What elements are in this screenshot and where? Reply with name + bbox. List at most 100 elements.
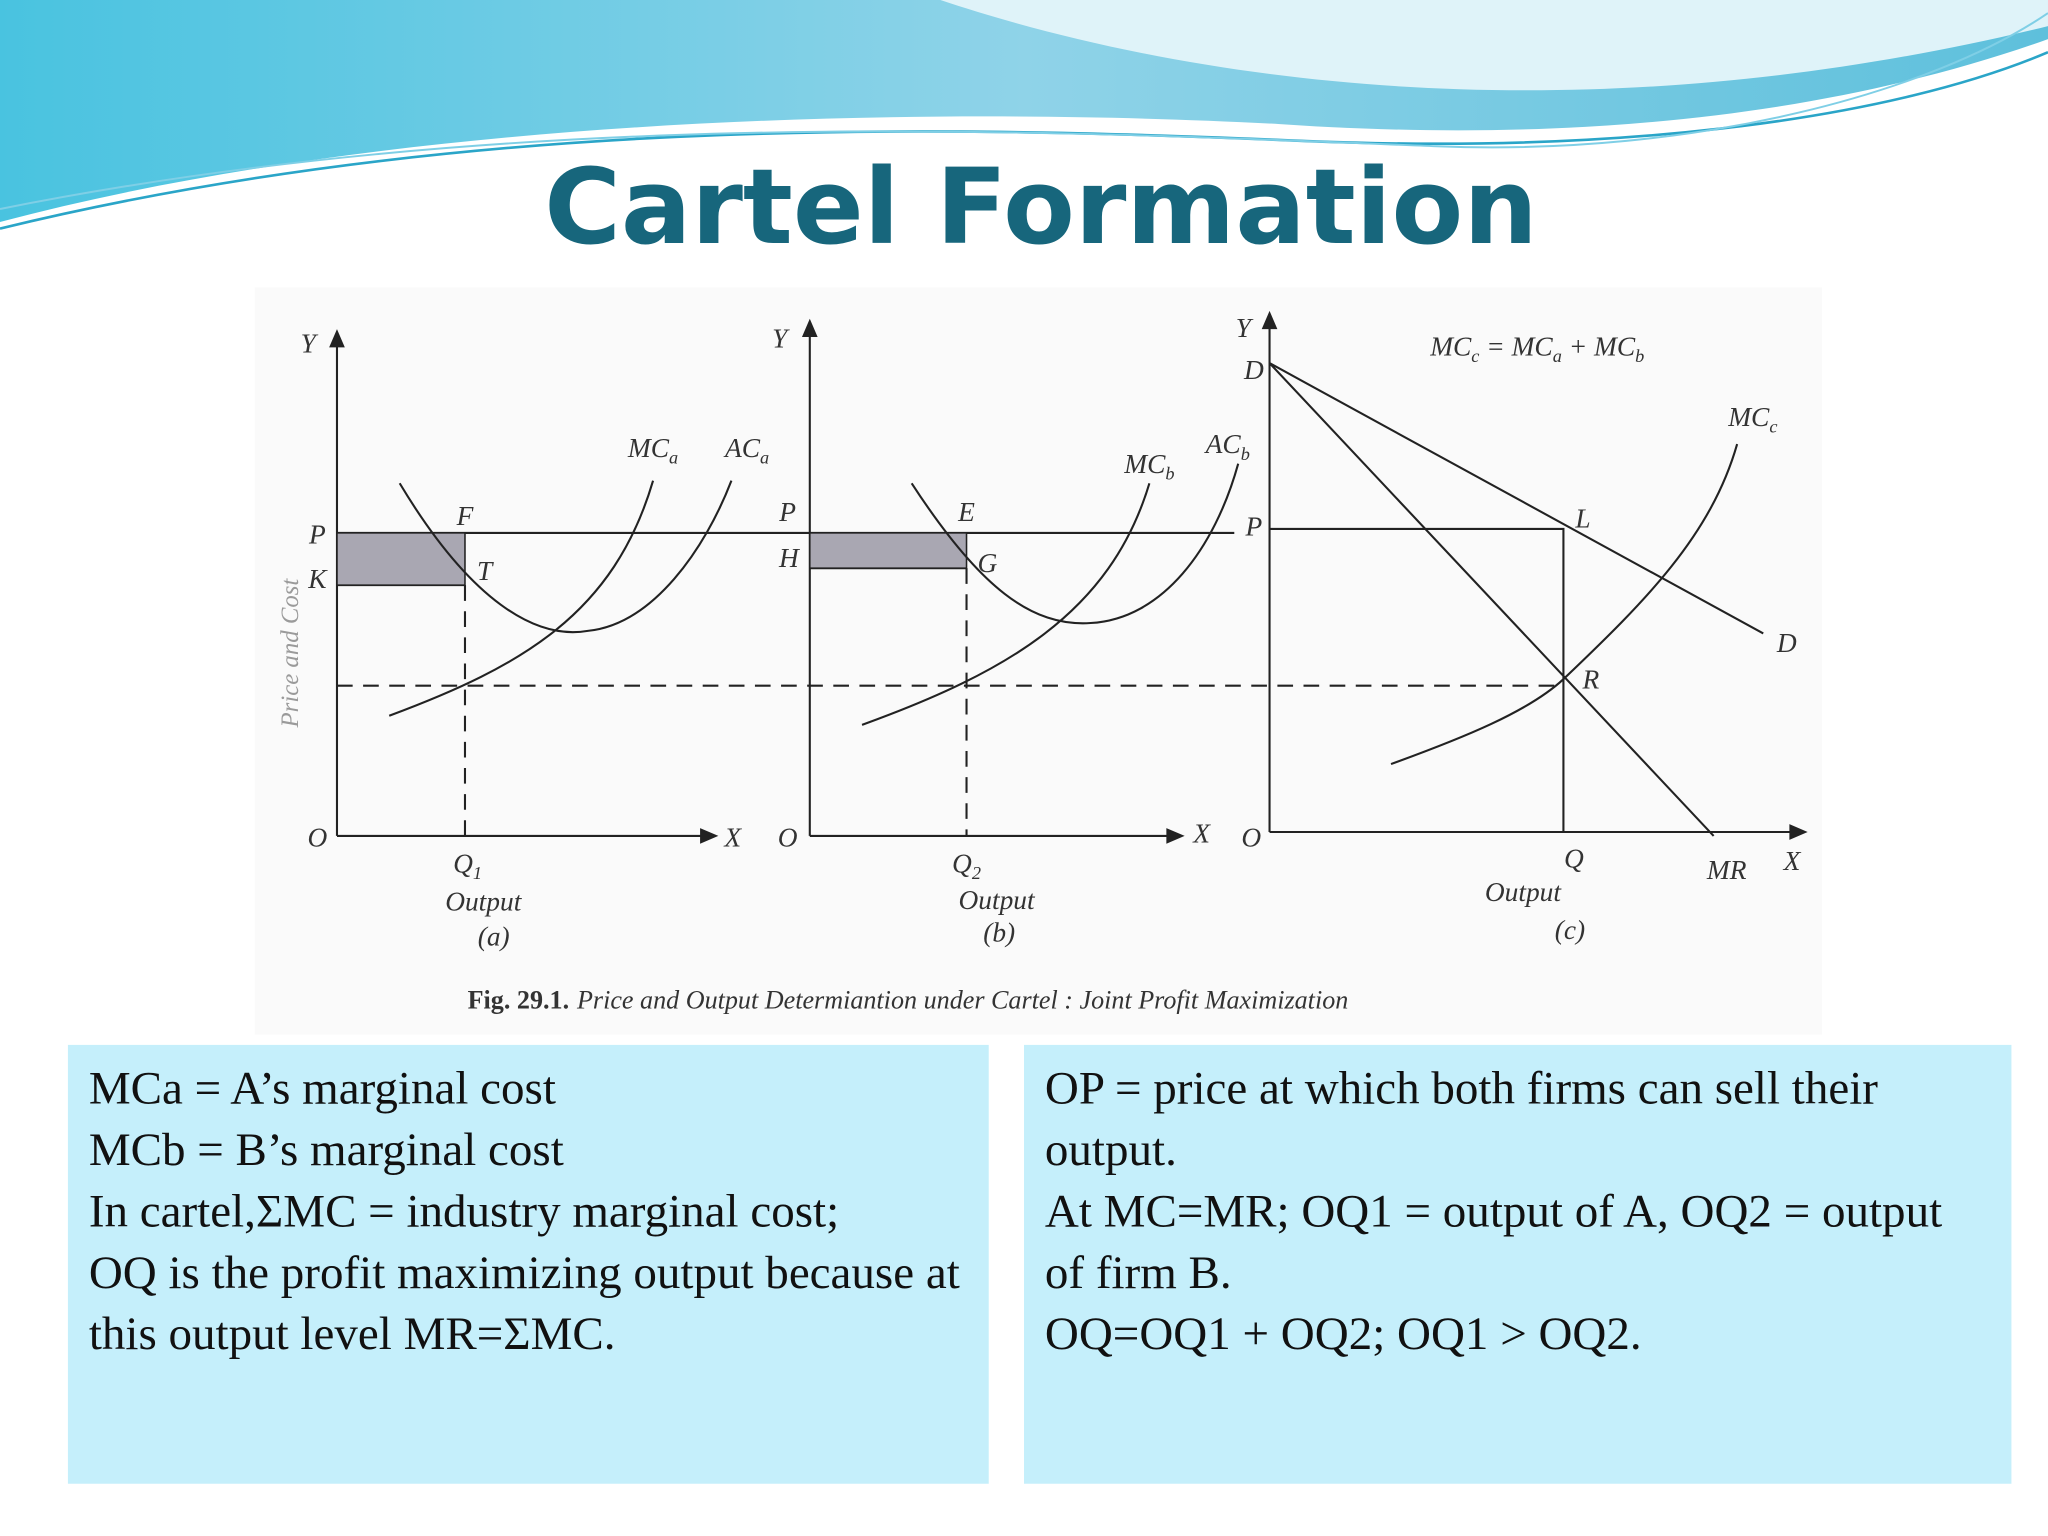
mc-curve (1390, 443, 1739, 766)
diagram-label: X (1192, 818, 1211, 848)
note-line: OQ=OQ1 + OQ2; OQ1 > OQ2. (1044, 1307, 1642, 1360)
diagram-label-text: Output (958, 885, 1036, 915)
diagram-label: Q1 (453, 848, 482, 883)
diagram-label-text: X (1783, 846, 1802, 876)
diagram-label-sub: a (669, 448, 678, 468)
diagram-label-text: K (307, 564, 328, 594)
caption-text: Price and Output Determiantion under Car… (576, 985, 1348, 1014)
figure-background (254, 287, 1823, 1035)
mc-curve (388, 480, 655, 717)
diagram-label: Q (1564, 843, 1584, 873)
diagram-label-text: O (307, 822, 327, 852)
ac-curve (910, 463, 1240, 625)
diagram-label: (a) (478, 922, 510, 952)
caption-number: Fig. 29.1. (468, 985, 570, 1014)
note-line: OQ is the profit maximizing output becau… (88, 1246, 960, 1360)
diagram-label-text: MC (1727, 402, 1770, 432)
diagram-label: E (957, 497, 975, 527)
diagram-label: P (778, 497, 796, 527)
note-line: MCb = B’s marginal cost (88, 1123, 564, 1176)
diagram-label: K (307, 564, 328, 594)
diagram-label-text: E (957, 497, 975, 527)
equation: MCc = MCa + MCb (1429, 331, 1644, 366)
slide-title: Cartel Formation (544, 146, 1538, 268)
diagram-label: P (1245, 512, 1263, 542)
diagram-label: G (978, 548, 998, 578)
diagram-label: MCa (627, 433, 678, 468)
profit-area (336, 532, 466, 586)
equation-sub: b (1635, 346, 1644, 366)
notes-right: OP = price at which both firms can sell … (1023, 1044, 2012, 1484)
diagram-label: ACa (723, 433, 769, 468)
wave-line (0, 12, 2048, 210)
diagram-label-text: D (1243, 355, 1264, 385)
panel-a (329, 329, 1561, 844)
diagram-label-text: Output (445, 886, 523, 916)
equation-sub: c (1471, 346, 1479, 366)
diagram-label: MCc (1727, 402, 1777, 437)
notes-left: MCa = A’s marginal cost MCb = B’s margina… (67, 1044, 989, 1484)
diagram-label-text: (c) (1555, 915, 1585, 945)
diagram-label: P (308, 519, 326, 549)
diagram-label-text: X (723, 822, 742, 852)
diagram-label-text: P (308, 519, 326, 549)
diagram-label: T (477, 556, 494, 586)
note-line: At MC=MR; OQ1 = output of A, OQ2 = outpu… (1044, 1184, 1943, 1299)
note-line: MCa = A’s marginal cost (88, 1061, 556, 1115)
diagram-label: MR (1706, 855, 1747, 885)
diagram-label: R (1581, 664, 1599, 694)
diagram-label: Y (772, 323, 790, 353)
diagram-label: X (723, 822, 742, 852)
diagram-label: X (1783, 846, 1802, 876)
diagram-label-text: R (1581, 664, 1599, 694)
diagram-label-text: Q (952, 848, 972, 878)
diagram-label: Y (1236, 313, 1254, 343)
diagram-label-text: F (456, 501, 474, 531)
diagram-label-text: MC (627, 433, 670, 463)
diagram-label: MCb (1123, 449, 1174, 484)
diagram-label-text: Y (1236, 313, 1254, 343)
diagram-label: (c) (1555, 915, 1585, 945)
ac-curve (398, 480, 733, 634)
diagram-label-text: (b) (983, 918, 1015, 948)
diagram-label-text: Q (453, 848, 473, 878)
diagram-label-text: T (477, 556, 494, 586)
diagram-label: ACb (1204, 429, 1250, 464)
diagram-label-text: MR (1706, 855, 1747, 885)
equation-part: = MC (1479, 331, 1553, 361)
y-axis-title: Price and Cost (277, 578, 304, 729)
diagram-label: D (1243, 355, 1264, 385)
diagram-label-text: L (1574, 504, 1590, 534)
diagram-label-text: X (1192, 818, 1211, 848)
diagram-label-text: Y (772, 323, 790, 353)
note-line: OP = price at which both firms can sell … (1044, 1061, 1878, 1176)
wave-highlight (940, 0, 2048, 91)
diagram-label: D (1776, 628, 1797, 658)
equation-part: + MC (1562, 331, 1636, 361)
header-wave (0, 0, 2048, 230)
diagram-label: Output (445, 886, 523, 916)
profit-area (809, 532, 968, 569)
diagram-label: Output (958, 885, 1036, 915)
diagram-label-text: (a) (478, 922, 510, 952)
mc-curve (861, 482, 1151, 726)
panel-b (801, 318, 1240, 844)
diagram-label-text: H (778, 543, 801, 573)
diagram-label-text: AC (723, 433, 761, 463)
equation-part: MC (1429, 331, 1472, 361)
diagram-label: H (778, 543, 801, 573)
diagram-label-text: O (778, 822, 798, 852)
diagram-label-text: O (1241, 822, 1261, 852)
caption: Fig. 29.1. Price and Output Determiantion… (468, 985, 1349, 1014)
diagram-label-text: G (978, 548, 998, 578)
diagram-label: O (778, 822, 798, 852)
diagram-label: Output (1485, 877, 1563, 907)
note-line: In cartel,ΣMC = industry marginal cost; (88, 1184, 840, 1237)
diagram-label: F (456, 501, 474, 531)
figure: Price and Cost Fig. 29.1. Price and Outpu… (254, 287, 1823, 1035)
diagram-label-text: P (1245, 512, 1263, 542)
panel-c (1261, 310, 1808, 840)
diagram-label-text: P (778, 497, 796, 527)
